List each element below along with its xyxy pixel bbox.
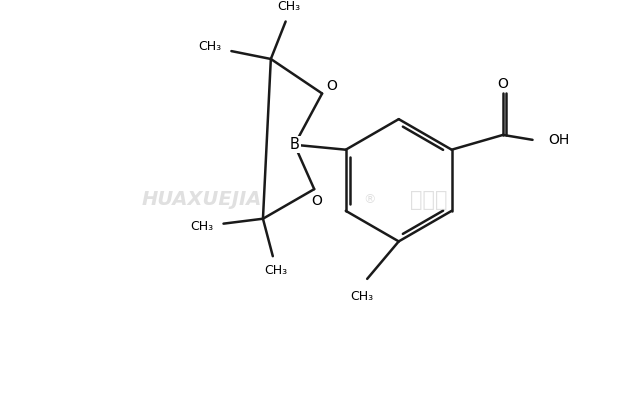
Text: HUAXUEJIA: HUAXUEJIA xyxy=(141,190,262,209)
Text: 化学加: 化学加 xyxy=(410,190,447,210)
Text: CH₃: CH₃ xyxy=(190,220,213,233)
Text: O: O xyxy=(312,194,323,208)
Text: B: B xyxy=(289,137,299,152)
Text: O: O xyxy=(497,77,508,91)
Text: OH: OH xyxy=(549,133,569,147)
Text: CH₃: CH₃ xyxy=(264,265,288,278)
Text: CH₃: CH₃ xyxy=(350,290,374,303)
Text: O: O xyxy=(326,79,337,93)
Text: ®: ® xyxy=(363,194,375,206)
Text: CH₃: CH₃ xyxy=(277,0,300,13)
Text: CH₃: CH₃ xyxy=(198,40,222,53)
